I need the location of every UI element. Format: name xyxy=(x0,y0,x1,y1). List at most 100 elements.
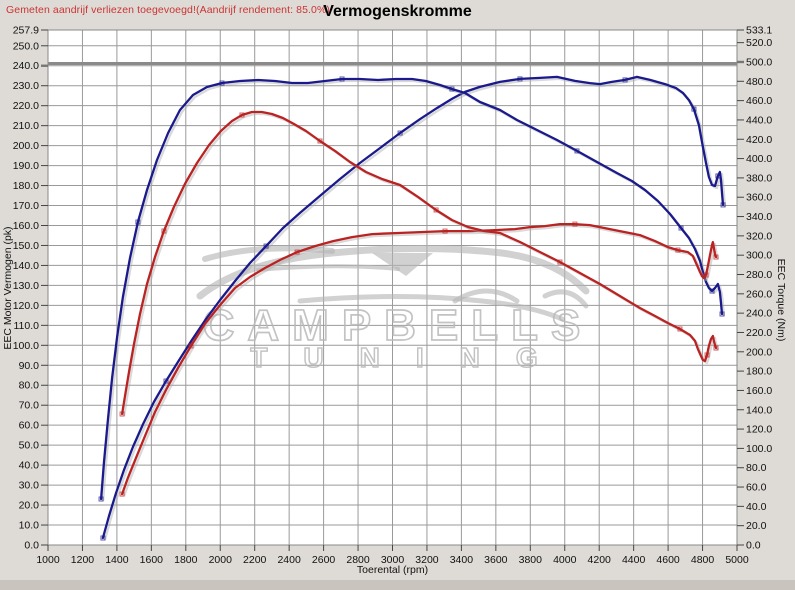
data-point-marker xyxy=(720,202,726,208)
data-point-marker xyxy=(622,77,628,83)
tick-label-right: 420.0 xyxy=(746,134,772,146)
data-point-marker xyxy=(715,173,721,179)
tick-label-bottom: 4800 xyxy=(691,554,715,566)
tick-label-bottom: 3200 xyxy=(415,554,439,566)
data-point-marker xyxy=(339,76,345,82)
data-point-marker xyxy=(219,80,225,86)
tick-label-left: 30.0 xyxy=(19,480,40,492)
tick-label-bottom: 1400 xyxy=(105,554,129,566)
tick-label-right: 60.0 xyxy=(746,482,767,494)
tick-label-right: 240.0 xyxy=(746,308,772,320)
data-point-marker xyxy=(294,249,300,255)
data-point-marker xyxy=(691,106,697,112)
tick-label-right: 80.0 xyxy=(746,462,767,474)
data-point-marker xyxy=(713,254,719,260)
tick-label-left: 250.0 xyxy=(13,40,39,52)
watermark-car-sketch xyxy=(452,288,520,304)
watermark-car-sketch xyxy=(196,245,590,300)
data-point-marker xyxy=(119,411,125,417)
watermark-car-sketch xyxy=(542,289,589,309)
tick-label-right: 440.0 xyxy=(746,114,772,126)
data-point-marker xyxy=(433,207,439,213)
tick-label-bottom: 1200 xyxy=(71,554,95,566)
tick-label-bottom: 5000 xyxy=(725,554,749,566)
data-point-marker xyxy=(557,259,563,265)
tick-label-left: 0.0 xyxy=(24,540,39,552)
tick-label-bottom: 4000 xyxy=(553,554,577,566)
data-point-marker xyxy=(100,535,106,541)
tick-label-right: 120.0 xyxy=(746,424,772,436)
curve-shadow-torque-tuned xyxy=(101,79,726,502)
tick-label-right: 360.0 xyxy=(746,192,772,204)
tick-label-bottom: 1600 xyxy=(140,554,164,566)
tick-label-left: 60.0 xyxy=(19,420,40,432)
tick-label-left: 230.0 xyxy=(13,80,39,92)
tick-label-right: 500.0 xyxy=(746,56,772,68)
tick-label-right: 380.0 xyxy=(746,172,772,184)
tick-label-left: 40.0 xyxy=(19,460,40,472)
y-axis-right-label: EEC Torque (Nm) xyxy=(775,258,787,342)
tick-label-left: 130.0 xyxy=(13,280,39,292)
tick-label-bottom: 4200 xyxy=(588,554,612,566)
watermark-car-sketch xyxy=(256,264,400,272)
data-point-marker xyxy=(675,247,681,253)
data-point-marker xyxy=(709,288,715,294)
tick-label-left: 170.0 xyxy=(13,200,39,212)
curve-power-original xyxy=(120,222,718,496)
curve-power-tuned xyxy=(101,75,725,540)
tick-label-bottom: 4400 xyxy=(622,554,646,566)
data-point-marker xyxy=(397,130,403,136)
tick-label-right: 533.1 xyxy=(746,25,772,37)
tick-label-bottom: 2400 xyxy=(277,554,301,566)
tick-label-right: 220.0 xyxy=(746,327,772,339)
data-point-marker xyxy=(442,228,448,234)
tick-label-left: 90.0 xyxy=(19,360,40,372)
tick-label-left: 140.0 xyxy=(13,260,39,272)
tick-label-bottom: 1000 xyxy=(36,554,60,566)
tick-label-right: 400.0 xyxy=(746,153,772,165)
tick-label-bottom: 4600 xyxy=(656,554,680,566)
data-point-marker xyxy=(517,76,523,82)
watermark-car-sketch xyxy=(297,294,565,322)
tick-label-bottom: 3600 xyxy=(484,554,508,566)
tick-label-left: 190.0 xyxy=(13,160,39,172)
tick-label-left: 257.9 xyxy=(13,25,39,37)
data-point-marker xyxy=(713,345,719,351)
tick-label-right: 300.0 xyxy=(746,250,772,262)
data-point-marker xyxy=(703,272,709,278)
data-point-marker xyxy=(677,326,683,332)
watermark-car-sketch xyxy=(372,253,433,276)
tick-label-right: 320.0 xyxy=(746,230,772,242)
data-point-marker xyxy=(161,228,167,234)
tick-label-left: 180.0 xyxy=(13,180,39,192)
tick-label-left: 220.0 xyxy=(13,100,39,112)
tick-label-left: 240.0 xyxy=(13,60,39,72)
tick-label-bottom: 2200 xyxy=(243,554,267,566)
data-point-marker xyxy=(317,138,323,144)
bottom-strip xyxy=(0,580,795,590)
tick-label-right: 340.0 xyxy=(746,211,772,223)
data-point-marker xyxy=(572,221,578,227)
tick-label-left: 70.0 xyxy=(19,400,40,412)
tick-label-right: 180.0 xyxy=(746,366,772,378)
data-point-marker xyxy=(188,343,194,349)
data-point-marker xyxy=(239,112,245,118)
data-point-marker xyxy=(119,491,125,497)
data-point-marker xyxy=(263,243,269,249)
curve-torque-original xyxy=(120,110,718,416)
tick-label-bottom: 2600 xyxy=(312,554,336,566)
tick-label-left: 120.0 xyxy=(13,300,39,312)
tick-label-bottom: 2000 xyxy=(209,554,233,566)
tick-label-left: 110.0 xyxy=(14,320,40,332)
data-point-marker xyxy=(135,219,141,225)
tick-label-left: 20.0 xyxy=(19,500,40,512)
watermark-text-line2: TUNING xyxy=(250,342,573,373)
tick-label-right: 200.0 xyxy=(746,346,772,358)
watermark-text-line1: CAMPBELLS xyxy=(203,301,594,350)
tick-label-right: 40.0 xyxy=(746,501,767,513)
tick-label-right: 160.0 xyxy=(746,385,772,397)
data-point-marker xyxy=(719,311,725,317)
tick-label-bottom: 3800 xyxy=(519,554,543,566)
tick-label-left: 100.0 xyxy=(13,340,39,352)
